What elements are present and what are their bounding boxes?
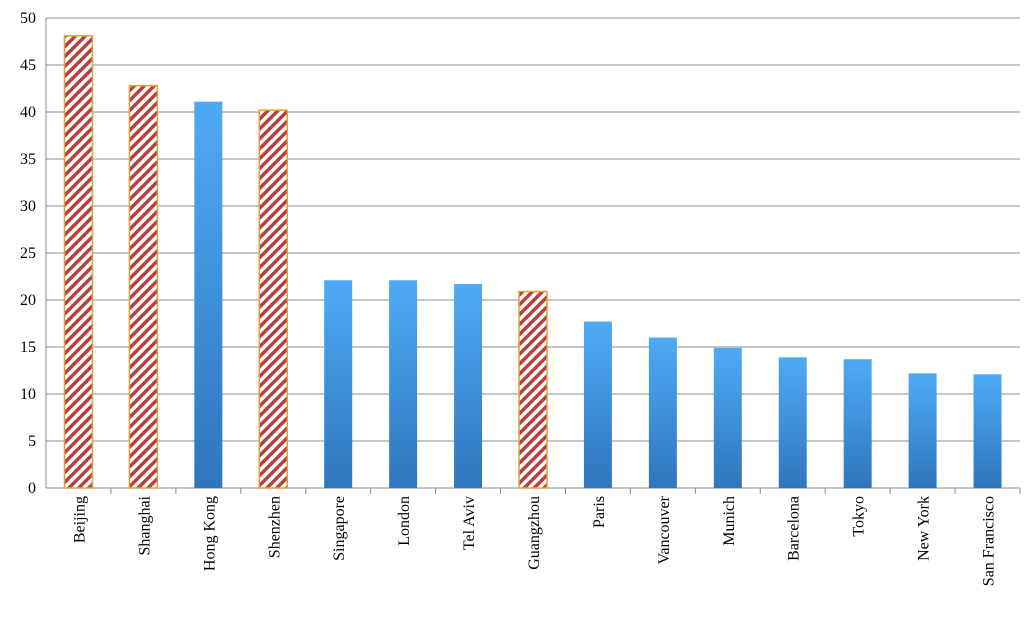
bar	[63, 35, 94, 489]
x-tick-label: Hong Kong	[201, 496, 218, 571]
y-tick-label: 25	[20, 245, 36, 262]
y-tick-label: 45	[20, 57, 36, 74]
bar	[258, 109, 289, 489]
x-tick-label: Paris	[591, 496, 608, 528]
bar	[843, 359, 872, 488]
x-tick-label: Shenzhen	[266, 496, 283, 558]
x-tick-label: Shanghai	[136, 495, 153, 555]
x-tick-label: Guangzhou	[526, 496, 543, 570]
y-tick-label: 0	[28, 480, 36, 497]
x-tick-label: San Francisco	[981, 496, 998, 586]
x-tick-label: New York	[916, 496, 933, 561]
bar	[713, 347, 742, 488]
x-tick-label: Beijing	[71, 496, 88, 543]
bar	[648, 337, 677, 488]
bar	[389, 280, 418, 488]
y-tick-label: 15	[20, 339, 36, 356]
y-tick-label: 20	[20, 292, 36, 309]
y-tick-label: 10	[20, 386, 36, 403]
y-tick-label: 40	[20, 104, 36, 121]
y-tick-label: 50	[20, 10, 36, 27]
x-tick-label: Singapore	[331, 496, 348, 561]
bar	[324, 280, 353, 488]
bar	[908, 373, 937, 488]
bar	[128, 84, 159, 489]
bar	[454, 284, 483, 488]
x-tick-label: Munich	[721, 496, 738, 546]
y-tick-label: 30	[20, 198, 36, 215]
x-tick-label: Vancouver	[656, 495, 673, 564]
bar	[778, 357, 807, 488]
x-tick-label: London	[396, 496, 413, 546]
y-tick-label: 5	[28, 433, 36, 450]
x-tick-label: Barcelona	[786, 496, 803, 561]
bar	[583, 321, 612, 488]
bar	[973, 374, 1002, 488]
x-tick-label: Tokyo	[851, 496, 868, 537]
x-tick-label: Tel Aviv	[461, 496, 478, 550]
bar	[518, 290, 548, 489]
bar	[194, 101, 223, 488]
y-tick-label: 35	[20, 151, 36, 168]
